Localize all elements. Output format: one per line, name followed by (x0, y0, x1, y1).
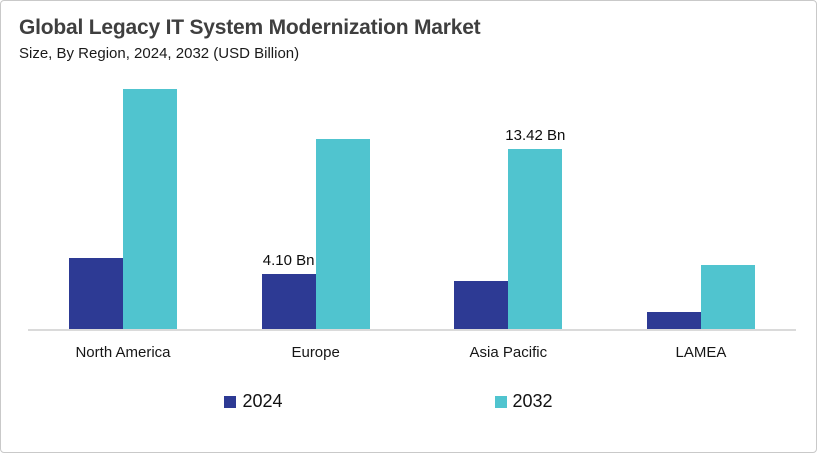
legend-marker-2032-icon (494, 395, 507, 408)
bar-2024-asia-pacific (454, 280, 509, 329)
bar-2024-north-america (69, 258, 123, 329)
legend-label-2032: 2032 (512, 391, 553, 411)
bar-group-europe: 4.10 Bn Europe (261, 138, 370, 361)
legend-marker-2024-icon (224, 395, 237, 408)
bar-group-asia-pacific: 13.42 Bn Asia Pacific (454, 127, 565, 361)
plot-area: North America 4.10 Bn Europe 13.42 Bn Asia P… (28, 81, 796, 361)
chart-title: Global Legacy IT System Modernization Ma… (19, 16, 481, 39)
category-label-europe: Europe (291, 344, 340, 361)
bar-2032-lamea (700, 264, 755, 329)
category-label-lamea: LAMEA (675, 344, 727, 361)
legend-entry-2032: 2032 (494, 391, 553, 412)
data-label-2024-europe: 4.10 Bn (262, 252, 315, 269)
bar-2032-asia-pacific: 13.42 Bn (505, 127, 565, 329)
category-label-north-america: North America (75, 344, 171, 361)
legend-entry-2024: 2024 (224, 391, 283, 412)
bar-group-north-america: North America (69, 89, 177, 361)
bar-2032-north-america (123, 89, 177, 329)
category-label-asia-pacific: Asia Pacific (469, 344, 548, 361)
legend-label-2024: 2024 (242, 391, 283, 411)
bar-group-lamea: LAMEA (646, 264, 755, 361)
legend: 2024 2032 (1, 391, 816, 412)
bar-2032-europe (315, 138, 370, 329)
bar-2024-lamea (646, 312, 701, 329)
data-label-2032-asia-pacific: 13.42 Bn (505, 127, 566, 145)
bar-2024-europe: 4.10 Bn (261, 252, 316, 329)
chart-subtitle: Size, By Region, 2024, 2032 (USD Billion… (19, 45, 300, 62)
